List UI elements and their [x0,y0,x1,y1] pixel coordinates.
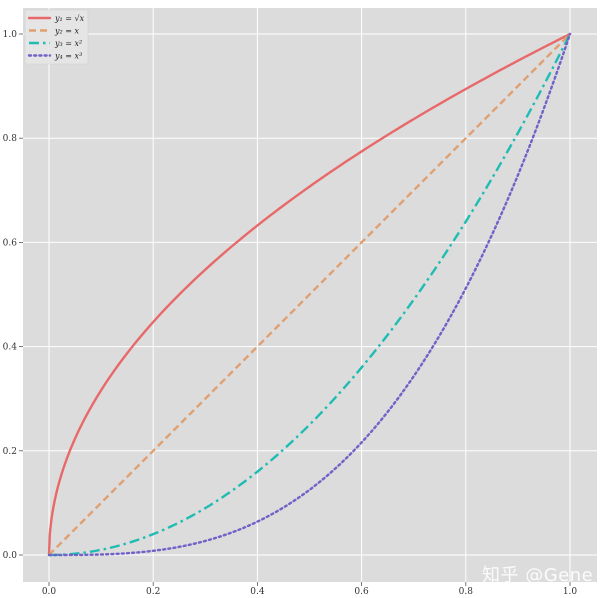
data-series [47,32,572,557]
y-tick-label: 0.8 [3,134,18,144]
x-tick-label: 1.0 [563,587,578,597]
legend-label: y₂ = x [54,27,80,36]
y-tick-label: 0.4 [3,343,18,353]
series-line-1 [47,32,572,557]
y-tick-label: 0.2 [3,447,17,457]
legend-label: y₄ = x³ [54,52,82,61]
y-axis-ticks: 0.0 0.2 0.4 0.6 0.8 1.0 [3,30,23,561]
legend-box [24,9,89,65]
y-tick-label: 0.0 [3,551,18,561]
watermark: 知乎 @Gene [482,565,594,586]
y-tick-label: 1.0 [3,30,18,40]
grid-lines [23,8,597,582]
x-axis-ticks: 0.0 0.2 0.4 0.6 0.8 1.0 [42,582,578,597]
series-line-2 [48,33,571,556]
series-line-3 [48,33,572,557]
x-tick-label: 0.4 [250,587,265,597]
x-tick-label: 0.0 [42,587,57,597]
legend-label: y₁ = √x [54,14,85,23]
x-tick-label: 0.2 [146,587,160,597]
series-line-4 [47,32,572,557]
y-tick-label: 0.6 [3,238,18,248]
x-tick-label: 0.8 [459,587,474,597]
x-tick-label: 0.6 [354,587,369,597]
legend: y₁ = √x y₂ = x y₃ = x² y₄ = x³ [24,9,89,65]
legend-label: y₃ = x² [54,39,82,48]
